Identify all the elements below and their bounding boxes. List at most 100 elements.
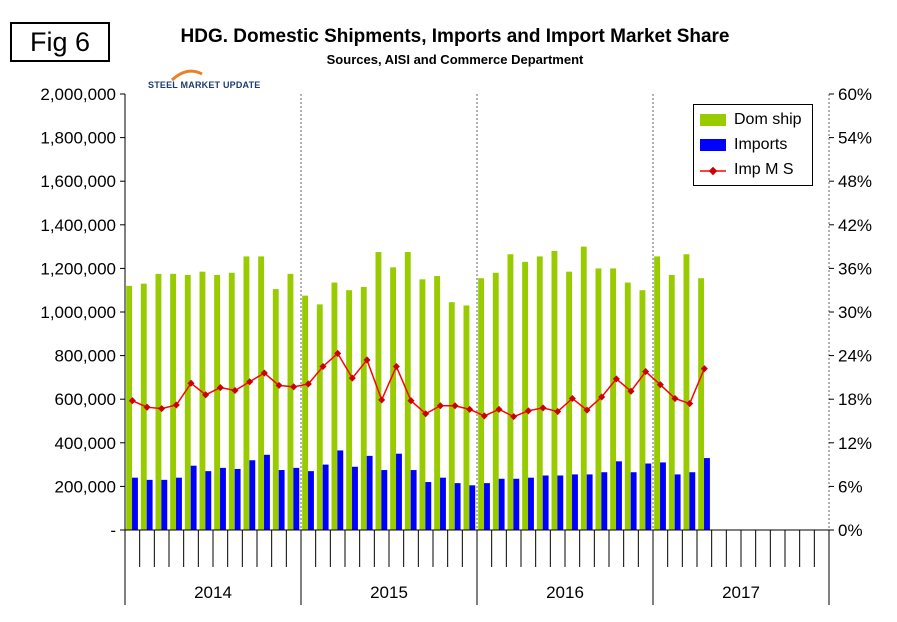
- bar-dom-ship: [258, 256, 265, 530]
- labels-layer: - 200,000 400,000 600,000 800,000 1,000,000 1,…: [40, 85, 872, 602]
- bar-imports: [484, 483, 490, 530]
- y-left-tick-label: -: [110, 521, 116, 540]
- line-layer: [128, 349, 708, 421]
- bar-imports: [645, 463, 652, 530]
- y-left-tick-label: 400,000: [55, 434, 116, 453]
- bar-dom-ship: [140, 283, 147, 530]
- bar-imports: [352, 466, 358, 530]
- axes-layer: [120, 93, 834, 605]
- legend-item-imp-ms: Imp M S: [700, 159, 794, 181]
- x-year-label: 2016: [546, 583, 584, 602]
- bar-imports: [557, 475, 564, 530]
- point-imp-ms: [187, 379, 195, 387]
- y-right-tick-label: 60%: [838, 85, 872, 104]
- point-imp-ms: [231, 386, 239, 395]
- bar-imports: [586, 474, 593, 530]
- bar-dom-ship: [551, 250, 558, 530]
- bar-imports: [689, 472, 696, 530]
- bar-dom-ship: [155, 273, 162, 530]
- bar-dom-ship: [214, 274, 221, 530]
- point-imp-ms: [172, 401, 180, 409]
- point-imp-ms: [583, 406, 591, 414]
- bar-dom-ship: [360, 286, 367, 530]
- x-year-label: 2015: [370, 583, 408, 602]
- bar-dom-ship: [243, 256, 250, 530]
- bar-imports: [234, 468, 241, 530]
- bar-imports: [498, 478, 505, 530]
- y-right-tick-label: 48%: [838, 172, 872, 191]
- bar-imports: [396, 453, 402, 530]
- point-imp-ms: [422, 410, 430, 418]
- bar-dom-ship: [639, 290, 646, 530]
- bar-imports: [220, 467, 226, 530]
- chart-title: HDG. Domestic Shipments, Imports and Imp…: [180, 26, 730, 47]
- point-imp-ms: [348, 374, 356, 382]
- bar-imports: [660, 462, 666, 530]
- bar-dom-ship: [463, 305, 470, 530]
- point-imp-ms: [495, 405, 503, 413]
- point-imp-ms: [451, 402, 459, 410]
- bar-imports: [572, 474, 578, 530]
- y-left-tick-label: 2,000,000: [40, 85, 116, 104]
- point-imp-ms: [436, 402, 444, 410]
- bar-imports: [440, 477, 446, 530]
- legend: Dom ship Imports Imp M S: [693, 104, 813, 186]
- point-imp-ms: [568, 394, 576, 403]
- bar-dom-ship: [287, 273, 294, 530]
- point-imp-ms: [642, 368, 650, 376]
- point-imp-ms: [700, 365, 708, 373]
- y-left-tick-label: 800,000: [55, 347, 116, 366]
- bar-dom-ship: [610, 268, 617, 530]
- y-left-tick-label: 1,200,000: [40, 259, 116, 278]
- bar-dom-ship: [507, 254, 514, 531]
- bar-dom-ship: [272, 289, 279, 530]
- bar-imports: [308, 471, 314, 530]
- y-left-tick-label: 1,800,000: [40, 129, 116, 148]
- y-left-tick-label: 1,600,000: [40, 172, 116, 191]
- bar-dom-ship: [302, 295, 309, 530]
- y-left-tick-label: 600,000: [55, 390, 116, 409]
- x-year-label: 2014: [194, 583, 232, 602]
- bar-dom-ship: [668, 274, 675, 530]
- point-imp-ms: [128, 397, 136, 405]
- point-imp-ms: [319, 362, 327, 371]
- bar-imports: [454, 483, 461, 530]
- bar-imports: [513, 478, 520, 530]
- bar-imports: [337, 450, 344, 530]
- line-imp-ms: [132, 352, 706, 418]
- point-imp-ms: [363, 356, 371, 364]
- point-imp-ms: [158, 405, 166, 413]
- point-imp-ms: [627, 387, 635, 395]
- point-imp-ms: [612, 375, 620, 383]
- bar-dom-ship: [126, 285, 133, 530]
- bar-imports: [205, 471, 212, 530]
- point-imp-ms: [260, 369, 268, 377]
- point-imp-ms: [598, 393, 606, 401]
- point-imp-ms: [216, 384, 224, 392]
- point-imp-ms: [202, 391, 210, 399]
- bar-imports: [674, 474, 681, 530]
- bar-imports: [469, 485, 476, 530]
- y-right-tick-label: 42%: [838, 216, 872, 235]
- y-right-tick-label: 36%: [838, 259, 872, 278]
- y-right-tick-label: 0%: [838, 521, 863, 540]
- bar-imports: [528, 477, 534, 530]
- point-imp-ms: [539, 404, 547, 412]
- bar-imports: [704, 458, 710, 530]
- legend-label-dom-ship: Dom ship: [734, 111, 802, 128]
- bar-dom-ship: [683, 254, 690, 531]
- bar-dom-ship: [170, 273, 177, 530]
- bar-dom-ship: [478, 278, 485, 530]
- y-right-tick-label: 6%: [838, 477, 863, 496]
- legend-label-imports: Imports: [734, 136, 788, 153]
- point-imp-ms: [392, 362, 400, 371]
- bar-imports: [190, 465, 197, 530]
- y-left-tick-label: 1,400,000: [40, 216, 116, 235]
- bar-imports: [161, 479, 168, 530]
- bar-imports: [264, 454, 270, 530]
- logo-swoosh-icon: [170, 69, 203, 82]
- bar-dom-ship: [434, 276, 441, 530]
- bar-imports: [410, 470, 417, 530]
- bar-dom-ship: [184, 274, 191, 530]
- bar-dom-ship: [419, 279, 426, 530]
